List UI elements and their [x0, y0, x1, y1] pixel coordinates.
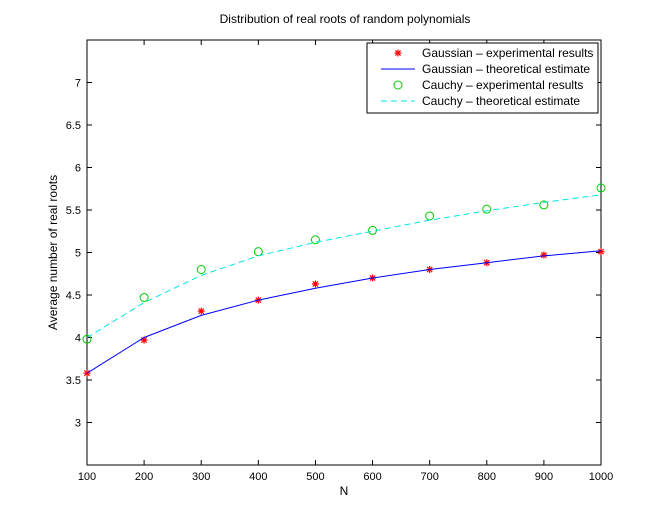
series-line: [86, 250, 602, 374]
x-tick-label: 200: [135, 471, 153, 483]
y-tick-label: 4: [75, 333, 81, 345]
x-tick-label: 800: [478, 471, 496, 483]
star-stroke: [312, 280, 319, 287]
x-tick-label: 500: [306, 471, 324, 483]
y-tick-label: 7: [75, 78, 81, 90]
series-2: [82, 183, 606, 344]
legend-item: Cauchy – experimental results: [393, 78, 583, 92]
star-stroke: [597, 248, 605, 255]
series-3: [86, 194, 602, 338]
circle-marker: [139, 293, 149, 303]
x-tick-label: 300: [192, 471, 210, 483]
circle-marker: [539, 200, 549, 210]
legend-item: Gaussian – theoretical estimate: [381, 62, 590, 76]
legend-label: Cauchy – experimental results: [422, 78, 583, 92]
legend: Gaussian – experimental results Gaussian …: [366, 42, 599, 114]
chart-title: Distribution of real roots of random pol…: [220, 12, 471, 26]
x-tick-label: 400: [249, 471, 267, 483]
star-stroke: [141, 337, 148, 344]
legend-label: Gaussian – theoretical estimate: [422, 62, 590, 76]
star-marker: [311, 280, 319, 288]
y-tick-label: 5: [75, 248, 81, 260]
circle-marker: [482, 204, 492, 214]
y-tick-label: 6.5: [66, 120, 81, 132]
x-tick-label: 1000: [589, 471, 613, 483]
x-tick-label: 900: [535, 471, 553, 483]
star-marker: [597, 248, 605, 256]
circle-marker: [596, 183, 606, 193]
y-tick-label: 4.5: [66, 290, 81, 302]
circle-marker: [196, 265, 206, 274]
series-1: [86, 250, 602, 374]
y-tick-label: 3.5: [66, 375, 81, 387]
x-tick-label: 100: [78, 471, 96, 483]
x-axis-title: N: [340, 484, 349, 498]
legend-label: Cauchy – theoretical estimate: [422, 94, 580, 108]
series-layer: [82, 183, 606, 377]
y-axis-title: Average number of real roots: [46, 175, 60, 330]
y-tick-label: 3: [75, 418, 81, 430]
tick-labels: 100 200 300 400 500 600 700 800 900 1000 3 3.5 4 4.5 5…: [66, 78, 614, 484]
legend-label: Gaussian – experimental results: [422, 46, 593, 60]
y-tick-label: 6: [75, 163, 81, 175]
star-stroke: [394, 49, 402, 57]
star-marker: [197, 307, 205, 315]
series-line: [86, 194, 602, 338]
legend-circle-sample: [393, 80, 403, 90]
circle-marker: [310, 235, 320, 245]
x-tick-label: 700: [420, 471, 438, 483]
legend-item: Cauchy – theoretical estimate: [381, 94, 580, 108]
axis-ticks: [86, 40, 602, 465]
legend-item: Gaussian – experimental results: [394, 46, 593, 60]
star-marker: [540, 251, 548, 259]
star-stroke: [540, 252, 547, 259]
x-tick-label: 600: [363, 471, 381, 483]
star-stroke: [198, 308, 205, 315]
circle-marker: [82, 334, 92, 344]
star-marker: [394, 49, 402, 57]
y-tick-label: 5.5: [66, 205, 81, 217]
